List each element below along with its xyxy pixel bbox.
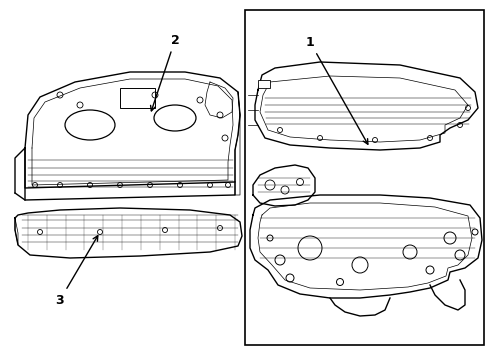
Text: 1: 1 — [305, 36, 367, 144]
Bar — [244, 10, 483, 345]
Text: 3: 3 — [56, 236, 98, 306]
Ellipse shape — [154, 105, 196, 131]
Text: 2: 2 — [150, 33, 179, 111]
Bar — [120, 88, 155, 108]
Ellipse shape — [65, 110, 115, 140]
Bar — [258, 80, 269, 88]
